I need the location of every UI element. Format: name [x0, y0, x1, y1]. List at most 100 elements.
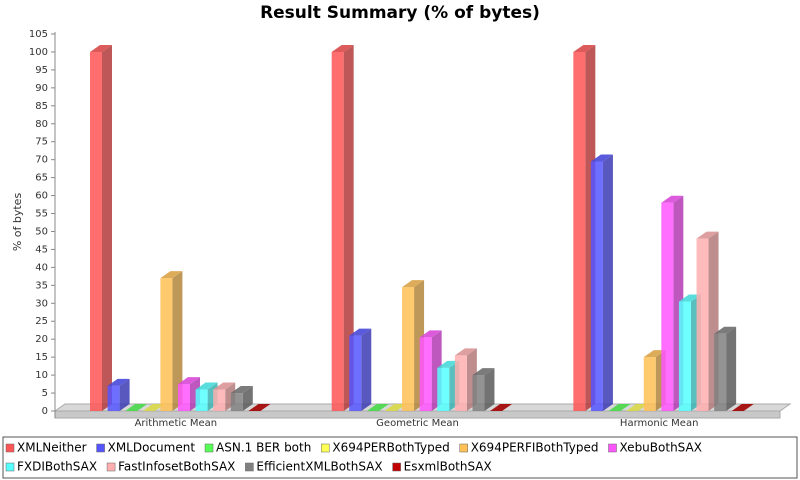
legend-label: EsxmlBothSAX [404, 460, 492, 474]
bar [366, 404, 389, 411]
bar-top [349, 328, 372, 336]
bar-top [731, 404, 754, 411]
legend-swatch [245, 462, 254, 472]
bar-top [590, 154, 613, 162]
bar-top [608, 404, 631, 411]
bar [590, 154, 613, 411]
bar-front [230, 393, 243, 411]
legend-label: FastInfosetBothSAX [118, 460, 235, 474]
bar [90, 44, 112, 411]
bar-front [331, 51, 344, 411]
bar-front [160, 278, 173, 411]
bar-side [172, 271, 183, 411]
bar [248, 404, 271, 411]
bar-front [178, 384, 190, 411]
bar [490, 404, 513, 411]
bar-top [160, 271, 183, 279]
chart-title: Result Summary (% of bytes) [260, 3, 540, 23]
bar-front [573, 51, 586, 411]
bar [230, 386, 253, 411]
y-axis-label: % of bytes [11, 193, 24, 252]
bar-top [230, 386, 253, 394]
legend-label: X694PERFIBothTyped [471, 441, 599, 455]
bar-top [195, 382, 218, 390]
bar-top [419, 330, 442, 338]
bar-front [349, 335, 362, 411]
bar [107, 378, 130, 411]
bar-side [242, 386, 253, 411]
y-tick-label: 60 [35, 191, 48, 202]
bar-front [419, 337, 432, 411]
y-tick-label: 40 [35, 262, 48, 273]
bar-front [195, 389, 208, 411]
bar-side [102, 44, 112, 411]
x-tick-label: Harmonic Mean [620, 418, 698, 429]
bar-top [472, 368, 495, 376]
bar-side [343, 44, 354, 411]
bar-side [119, 378, 130, 411]
legend-swatch [106, 462, 116, 472]
y-tick-label: 10 [35, 370, 48, 381]
bar [731, 404, 754, 411]
bar-front [643, 357, 656, 411]
legend-swatch [204, 443, 214, 453]
bar-top [490, 404, 513, 411]
bar-front [590, 161, 603, 411]
y-tick-label: 70 [35, 155, 48, 166]
bar-front [402, 287, 415, 411]
y-tick-label: 15 [35, 352, 48, 363]
bar-top [90, 44, 112, 52]
legend-label: FXDIBothSAX [17, 460, 97, 474]
bar-front [213, 389, 226, 411]
legend-swatch [392, 462, 401, 472]
bar-front [107, 385, 120, 411]
y-tick-label: 105 [29, 29, 48, 40]
bar-front [678, 301, 691, 411]
bar-top [107, 378, 130, 386]
bar-top [366, 404, 389, 411]
y-tick-label: 85 [35, 101, 48, 112]
legend-swatch [96, 443, 105, 453]
bar-top [213, 382, 236, 390]
legend-label: ASN.1 BER both [216, 441, 311, 455]
bar [331, 44, 354, 411]
bar-front [696, 238, 709, 411]
bar [626, 404, 649, 411]
bar [125, 404, 148, 411]
y-tick-label: 55 [35, 209, 48, 220]
y-tick-label: 5 [42, 388, 48, 399]
y-tick-label: 100 [29, 47, 48, 58]
legend-label: XMLNeither [17, 441, 87, 455]
bar-top [384, 404, 407, 411]
y-tick-label: 35 [35, 280, 48, 291]
y-tick-label: 30 [35, 298, 48, 309]
bar-side [484, 368, 495, 411]
y-tick-label: 50 [35, 226, 48, 237]
bar-top [248, 404, 271, 411]
bar-top [178, 377, 200, 385]
y-tick-label: 45 [35, 244, 48, 255]
bar-front [472, 375, 485, 411]
legend-label: X694PERBothTyped [332, 441, 449, 455]
floor-front [54, 410, 781, 419]
legend-swatch [608, 443, 617, 453]
y-tick-label: 80 [35, 119, 48, 130]
y-tick-label: 0 [42, 406, 48, 417]
bar-top [678, 294, 701, 302]
bar-top [331, 44, 354, 52]
x-tick-label: Arithmetic Mean [135, 418, 218, 429]
bar [608, 404, 631, 411]
bar-front [661, 202, 674, 411]
bar-front [90, 51, 102, 411]
bar-side [361, 328, 372, 411]
bar-top [402, 280, 425, 288]
bar-top [714, 326, 737, 334]
y-tick-label: 90 [35, 83, 48, 94]
bar [472, 368, 495, 411]
bar [349, 328, 372, 411]
bar [160, 271, 183, 411]
bar-top [626, 404, 649, 411]
legend-label: XMLDocument [108, 441, 196, 455]
y-tick-label: 95 [35, 65, 48, 76]
